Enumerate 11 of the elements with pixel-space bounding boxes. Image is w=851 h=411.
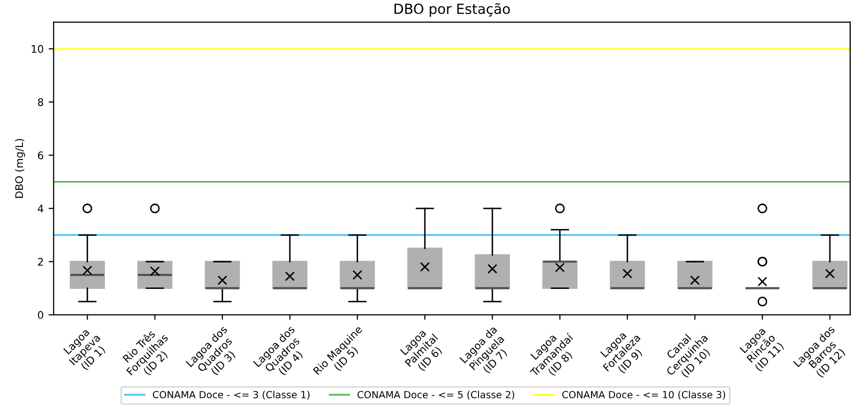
legend-label: CONAMA Doce - <= 10 (Classe 3) (562, 390, 726, 400)
legend-label: CONAMA Doce - <= 5 (Classe 2) (358, 390, 514, 400)
y-tick-label: 6 (38, 151, 44, 160)
y-tick-label: 8 (38, 98, 44, 106)
y-axis-title: DBO (mg/L) (15, 139, 26, 198)
y-tick-label: 10 (32, 45, 44, 53)
y-tick-label: 0 (38, 311, 44, 319)
y-tick-label: 2 (38, 258, 43, 266)
legend-label: CONAMA Doce - <= 3 (Classe 1) (152, 390, 310, 400)
y-tick-label: 4 (38, 204, 44, 212)
chart-title: DBO por Estação (394, 3, 510, 17)
